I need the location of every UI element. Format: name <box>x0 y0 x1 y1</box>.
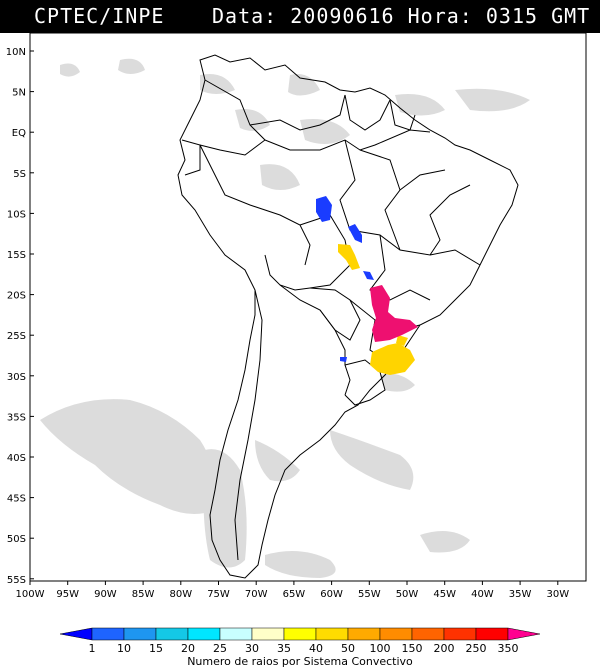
color-scale-swatch <box>411 627 445 641</box>
lat-tick-label: 5S <box>13 169 26 180</box>
uruguay-border <box>344 359 386 406</box>
color-scale-swatch <box>91 627 125 641</box>
latitude-axis: 10N 5N EQ 5S 10S 15S 20S 25S 30S 35S 40S 45S 50S 55S <box>6 47 34 586</box>
peru-border <box>199 144 311 266</box>
color-scale-swatch <box>155 627 189 641</box>
lightning-clusters <box>316 196 418 375</box>
color-scale-value: 35 <box>277 642 291 655</box>
guyana-border <box>344 94 391 131</box>
south-america-coastline <box>177 54 519 579</box>
lat-tick-label: 50S <box>7 534 26 545</box>
paraguay-border <box>309 287 361 341</box>
lon-tick-label: 100W <box>16 589 45 600</box>
lon-tick-label: 85W <box>132 589 155 600</box>
color-scale-swatch <box>315 627 349 641</box>
bolivia-border <box>264 214 351 291</box>
color-scale-swatch <box>59 627 93 641</box>
lat-tick-label: 45S <box>7 494 26 505</box>
color-scale-value: 1 <box>89 642 96 655</box>
storm-yellow-1 <box>338 244 360 270</box>
longitude-axis: 100W 95W 90W 85W 80W 75W 70W 65W 60W 55W 50W 45W 40W… <box>16 581 569 600</box>
color-scale-value: 15 <box>149 642 163 655</box>
color-scale-value: 150 <box>402 642 423 655</box>
color-scale-swatch <box>443 627 477 641</box>
lat-tick-label: 5N <box>12 88 26 99</box>
source-label: CPTEC/INPE <box>34 4 165 28</box>
lat-tick-label: 55S <box>7 575 26 586</box>
lat-tick-label: 10S <box>7 209 26 220</box>
color-scale-swatch <box>347 627 381 641</box>
lat-tick-label: 35S <box>7 412 26 423</box>
lon-tick-label: 90W <box>94 589 117 600</box>
lon-tick-label: 40W <box>471 589 494 600</box>
lon-tick-label: 80W <box>169 589 192 600</box>
color-scale-value: 350 <box>498 642 519 655</box>
legend-title: Numero de raios por Sistema Convectivo <box>187 655 413 668</box>
color-scale-swatch <box>283 627 317 641</box>
lat-tick-label: 40S <box>7 453 26 464</box>
lat-tick-label: 15S <box>7 250 26 261</box>
map-frame <box>29 32 587 582</box>
lat-tick-label: 10N <box>6 47 26 58</box>
ecuador-border <box>181 139 201 176</box>
color-scale: 1 10 15 20 25 30 35 40 50 100 150 200 250 350 <box>59 627 541 655</box>
cloud-cover <box>40 58 530 578</box>
storm-yellow-3 <box>396 335 408 346</box>
venezuela-border <box>249 94 346 131</box>
color-scale-value: 100 <box>370 642 391 655</box>
storm-blue-4 <box>340 357 347 362</box>
color-scale-value: 20 <box>181 642 195 655</box>
storm-magenta <box>370 285 418 342</box>
argentina-border <box>279 284 351 396</box>
storm-blue-1 <box>316 196 332 222</box>
lat-tick-label: 20S <box>7 291 26 302</box>
lon-tick-label: 70W <box>245 589 268 600</box>
lon-tick-label: 75W <box>207 589 230 600</box>
lat-tick-label: 25S <box>7 331 26 342</box>
datetime-label: Data: 20090616 Hora: 0315 GMT <box>212 4 591 28</box>
color-scale-swatch <box>379 627 413 641</box>
storm-yellow-2 <box>370 343 415 375</box>
color-scale-value: 250 <box>466 642 487 655</box>
brazil-north-border <box>264 129 431 151</box>
lon-tick-label: 95W <box>56 589 79 600</box>
color-scale-swatch <box>219 627 253 641</box>
color-scale-swatch <box>507 627 541 641</box>
color-scale-value: 200 <box>434 642 455 655</box>
storm-blue-3 <box>363 271 374 280</box>
color-scale-value: 50 <box>341 642 355 655</box>
lat-tick-label: 30S <box>7 372 26 383</box>
lon-tick-label: 55W <box>358 589 381 600</box>
color-scale-value: 40 <box>309 642 323 655</box>
lon-tick-label: 45W <box>433 589 456 600</box>
lon-tick-label: 60W <box>320 589 343 600</box>
lat-tick-label: EQ <box>12 128 26 139</box>
chile-border <box>234 289 263 561</box>
suriname-border <box>389 99 416 131</box>
lon-tick-label: 35W <box>509 589 532 600</box>
map-header: CPTEC/INPE Data: 20090616 Hora: 0315 GMT <box>0 0 600 33</box>
color-scale-value: 25 <box>213 642 227 655</box>
color-scale-value: 10 <box>117 642 131 655</box>
storm-blue-2 <box>348 224 362 243</box>
color-scale-swatch <box>187 627 221 641</box>
lon-tick-label: 50W <box>396 589 419 600</box>
color-scale-swatch <box>475 627 509 641</box>
lon-tick-label: 30W <box>546 589 569 600</box>
color-scale-swatch <box>251 627 285 641</box>
color-scale-swatch <box>123 627 157 641</box>
color-scale-value: 30 <box>245 642 259 655</box>
lon-tick-label: 65W <box>283 589 306 600</box>
